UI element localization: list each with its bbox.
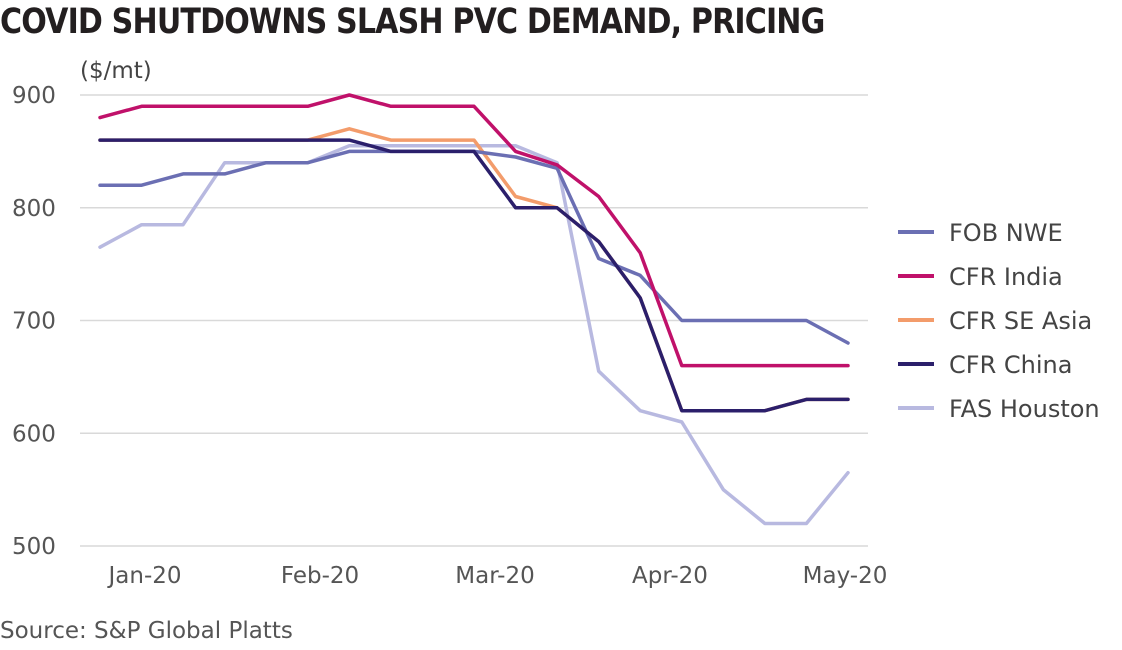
x-axis-ticks: Jan-20 Feb-20 Mar-20 Apr-20 May-20 xyxy=(106,563,887,589)
legend-label-cfr-india: CFR India xyxy=(949,263,1063,291)
legend-label-fob-nwe: FOB NWE xyxy=(949,219,1063,247)
x-tick-label: Jan-20 xyxy=(106,563,181,589)
x-tick-label: Feb-20 xyxy=(281,563,359,589)
x-tick-label: Mar-20 xyxy=(455,563,535,589)
y-axis-unit-label: ($/mt) xyxy=(80,58,152,84)
y-tick-label: 500 xyxy=(12,534,56,560)
legend: FOB NWE CFR India CFR SE Asia CFR China FAS … xyxy=(898,219,1100,423)
chart-title: COVID SHUTDOWNS SLASH PVC DEMAND, PRICIN… xyxy=(0,2,825,42)
y-tick-label: 600 xyxy=(12,421,56,447)
x-tick-label: Apr-20 xyxy=(632,563,708,589)
legend-label-cfr-se-asia: CFR SE Asia xyxy=(949,307,1092,335)
source-note: Source: S&P Global Platts xyxy=(0,618,293,644)
y-tick-label: 700 xyxy=(12,309,56,335)
legend-label-cfr-china: CFR China xyxy=(949,351,1072,379)
series-line-cfr-india xyxy=(98,93,850,368)
x-tick-label: May-20 xyxy=(803,563,888,589)
series-lines xyxy=(98,93,850,526)
series-line-fas-houston xyxy=(98,143,850,526)
y-axis-ticks: 900 800 700 600 500 xyxy=(12,83,56,560)
y-tick-label: 900 xyxy=(12,83,56,109)
series-line-cfr-china xyxy=(98,138,850,413)
y-tick-label: 800 xyxy=(12,196,56,222)
legend-label-fas-houston: FAS Houston xyxy=(949,395,1100,423)
series-line-cfr-se-asia xyxy=(98,127,850,413)
